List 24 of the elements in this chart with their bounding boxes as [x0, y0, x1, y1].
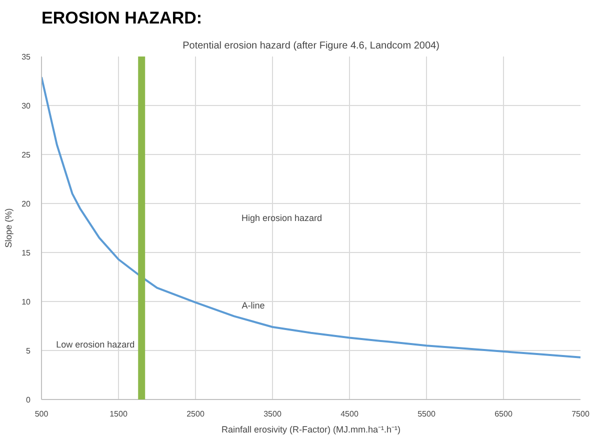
x-tick-label: 3500 — [264, 410, 282, 418]
x-tick-label: 5500 — [418, 410, 436, 418]
x-tick-label: 1500 — [110, 410, 128, 418]
x-axis-title: Rainfall erosivity (R-Factor) (MJ.mm.ha⁻¹.h⁻¹) — [221, 424, 401, 434]
annotation: High erosion hazard — [241, 213, 322, 224]
x-tick-label: 2500 — [186, 410, 205, 418]
line-series — [42, 76, 580, 358]
x-tick-label: 7500 — [572, 410, 590, 418]
y-axis-title: Slope (%) — [4, 208, 14, 248]
annotation: Low erosion hazard — [56, 340, 135, 350]
y-tick-label: 25 — [22, 150, 32, 160]
y-tick-label: 35 — [22, 52, 32, 62]
x-tick-label: 4500 — [340, 410, 359, 418]
y-tick-label: 20 — [22, 200, 32, 208]
y-tick-label: 5 — [26, 346, 32, 356]
y-tick-label: 15 — [22, 248, 32, 258]
y-tick-label: 0 — [26, 396, 32, 404]
x-tick-label: 6500 — [494, 410, 513, 418]
chart-subtitle: Potential erosion hazard (after Figure 4.6, Landcom 2004) — [182, 40, 440, 52]
chart-title: EROSION HAZARD: — [42, 8, 202, 28]
y-tick-label: 30 — [22, 102, 32, 110]
annotation: A-line — [242, 300, 265, 310]
y-tick-label: 10 — [22, 298, 32, 306]
x-tick-label: 500 — [34, 410, 49, 418]
